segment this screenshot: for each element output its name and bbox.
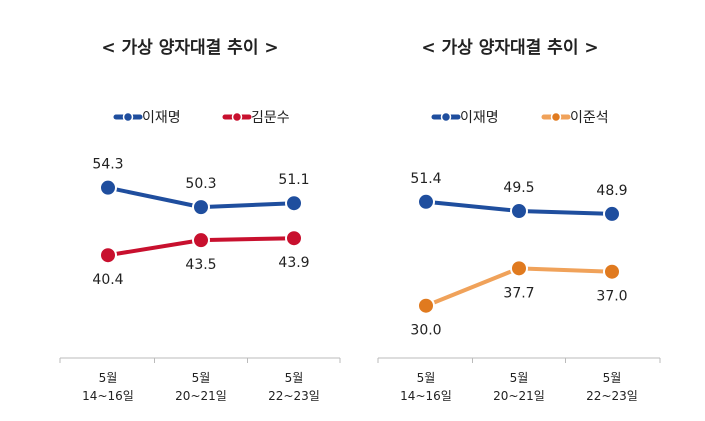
data-point <box>285 229 303 248</box>
data-point <box>510 259 528 278</box>
data-label: 51.1 <box>278 172 309 188</box>
legend-label: 이준석 <box>570 110 609 126</box>
data-point <box>603 204 621 223</box>
legend-marker-dot <box>122 111 134 123</box>
data-point <box>603 262 621 281</box>
legend-marker-dot <box>440 111 452 123</box>
chart-title: < 가상 양자대결 추이 > <box>101 38 278 58</box>
data-label: 40.4 <box>92 272 123 288</box>
x-tick-label-dates: 14~16일 <box>400 389 452 403</box>
data-label: 50.3 <box>185 176 216 192</box>
data-point <box>417 192 435 211</box>
x-tick-label-month: 5월 <box>285 371 304 385</box>
data-label: 49.5 <box>503 180 534 196</box>
data-label: 51.4 <box>410 171 441 187</box>
legend-marker-dot <box>550 111 562 123</box>
legend-marker-dot <box>231 111 243 123</box>
legend-label: 이재명 <box>142 110 181 126</box>
data-point <box>99 178 117 197</box>
x-tick-label-month: 5월 <box>510 371 529 385</box>
chart-title: < 가상 양자대결 추이 > <box>421 38 598 58</box>
legend-label: 이재명 <box>460 110 499 126</box>
x-tick-label-dates: 20~21일 <box>493 389 545 403</box>
data-label: 54.3 <box>92 157 123 173</box>
data-point <box>510 202 528 220</box>
x-tick-label-dates: 22~23일 <box>586 389 638 403</box>
data-point <box>192 231 210 250</box>
x-tick-label-month: 5월 <box>603 371 622 385</box>
data-label: 48.9 <box>596 183 627 199</box>
x-tick-label-dates: 20~21일 <box>175 389 227 403</box>
x-tick-label-dates: 14~16일 <box>82 389 134 403</box>
data-label: 37.0 <box>596 289 627 305</box>
x-tick-label-month: 5월 <box>99 371 118 385</box>
data-label: 30.0 <box>410 323 441 339</box>
data-point <box>99 246 117 265</box>
data-label: 43.5 <box>185 257 216 273</box>
data-point <box>417 296 435 315</box>
x-tick-label-dates: 22~23일 <box>268 389 320 403</box>
data-point <box>192 198 210 217</box>
data-label: 37.7 <box>503 285 534 301</box>
legend-label: 김문수 <box>251 110 290 126</box>
x-tick-label-month: 5월 <box>417 371 436 385</box>
data-point <box>285 194 303 213</box>
data-label: 43.9 <box>278 255 309 271</box>
x-tick-label-month: 5월 <box>192 371 211 385</box>
